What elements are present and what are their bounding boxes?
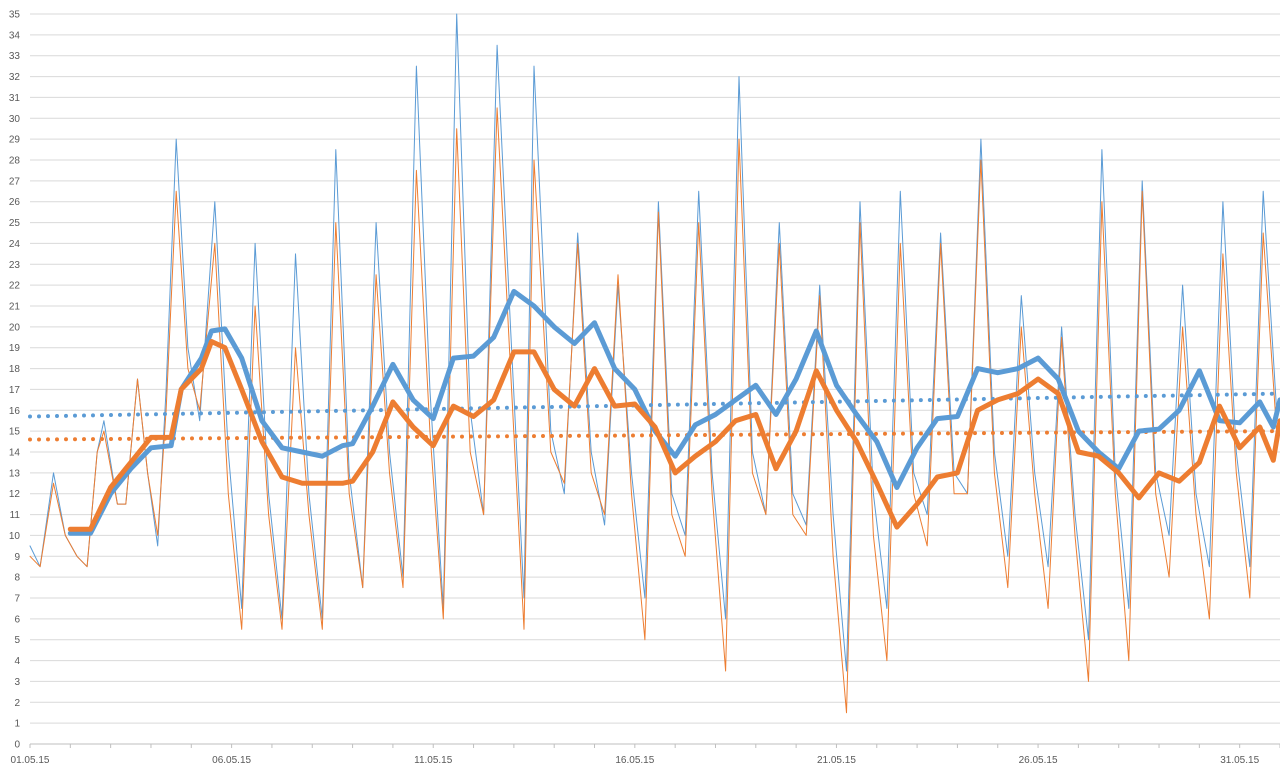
y-tick-label: 8 — [14, 573, 20, 584]
y-tick-label: 2 — [14, 698, 20, 709]
y-tick-label: 32 — [9, 72, 21, 83]
x-tick-label: 31.05.15 — [1220, 755, 1259, 766]
x-tick-label: 16.05.15 — [615, 755, 654, 766]
y-tick-label: 23 — [9, 260, 21, 271]
y-tick-label: 18 — [9, 364, 21, 375]
y-tick-label: 26 — [9, 197, 21, 208]
y-tick-label: 0 — [14, 740, 20, 751]
y-tick-label: 31 — [9, 93, 21, 104]
x-tick-label: 11.05.15 — [414, 755, 453, 766]
y-tick-label: 10 — [9, 531, 21, 542]
y-tick-label: 12 — [9, 489, 21, 500]
series-line-thin-1 — [29, 107, 1278, 714]
series-line-thick-2 — [67, 288, 1280, 536]
y-tick-label: 7 — [14, 594, 20, 605]
series-line-trend-4 — [28, 391, 1280, 419]
y-tick-label: 25 — [9, 218, 21, 229]
y-tick-label: 30 — [9, 114, 21, 125]
y-axis-tick-labels: 0123456789101112131415161718192021222324… — [9, 10, 21, 751]
y-tick-label: 3 — [14, 677, 20, 688]
y-tick-label: 5 — [14, 635, 20, 646]
y-tick-label: 16 — [9, 406, 21, 417]
y-tick-label: 15 — [9, 427, 21, 438]
series-layer — [28, 13, 1280, 714]
y-tick-label: 27 — [9, 176, 21, 187]
y-tick-label: 4 — [14, 656, 20, 667]
gridlines — [30, 13, 1280, 724]
y-tick-label: 33 — [9, 51, 21, 62]
y-tick-label: 21 — [9, 302, 21, 313]
y-tick-label: 9 — [14, 552, 20, 563]
y-tick-label: 1 — [14, 719, 20, 730]
y-tick-label: 19 — [9, 343, 21, 354]
y-tick-label: 24 — [9, 239, 21, 250]
x-axis-tick-labels: 01.05.15 06.05.15 11.05.15 16.05.15 21.05.15… — [11, 744, 1280, 766]
y-tick-label: 20 — [9, 322, 21, 333]
x-tick-label: 26.05.15 — [1019, 755, 1058, 766]
y-tick-label: 29 — [9, 135, 21, 146]
x-tick-label: 21.05.15 — [817, 755, 856, 766]
x-tick-label: 06.05.15 — [212, 755, 251, 766]
series-line-thin-0 — [29, 13, 1278, 672]
y-tick-label: 34 — [9, 30, 21, 41]
y-tick-label: 13 — [9, 468, 21, 479]
x-tick-label: 01.05.15 — [11, 755, 50, 766]
y-tick-label: 17 — [9, 385, 21, 396]
series-line-trend-5 — [28, 429, 1280, 442]
y-tick-label: 14 — [9, 448, 21, 459]
y-tick-label: 28 — [9, 156, 21, 167]
y-tick-label: 35 — [9, 10, 21, 21]
y-tick-label: 11 — [10, 510, 21, 521]
series-line-thick-3 — [67, 339, 1280, 532]
y-tick-label: 22 — [9, 281, 21, 292]
y-tick-label: 6 — [14, 614, 20, 625]
